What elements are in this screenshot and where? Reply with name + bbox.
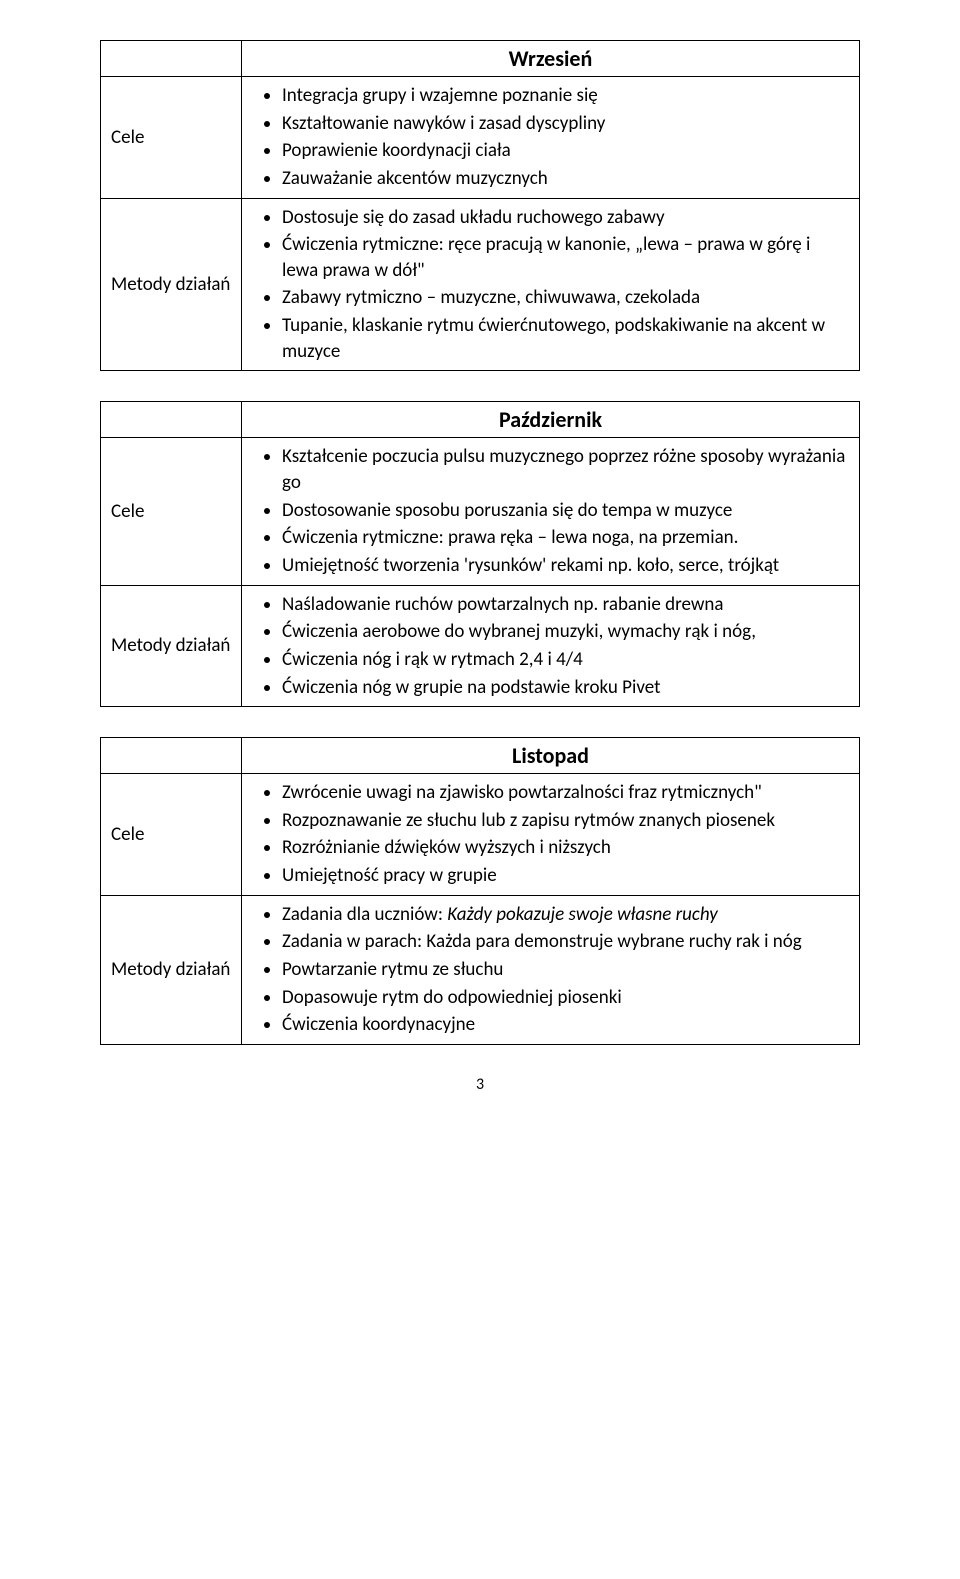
list-item: Kształcenie poczucia pulsu muzycznego po…: [282, 444, 849, 495]
list-item: Dostosowanie sposobu poruszania się do t…: [282, 498, 849, 524]
month-header: Październik: [242, 402, 860, 438]
row-label-cele: Cele: [101, 774, 242, 896]
cell-items: Naśladowanie ruchów powtarzalnych np. ra…: [242, 585, 860, 707]
list-item: Ćwiczenia koordynacyjne: [282, 1012, 849, 1038]
month-table-pazdziernik: Październik Cele Kształcenie poczucia pu…: [100, 401, 860, 707]
row-label-metody: Metody działań: [101, 585, 242, 707]
cell-items: Kształcenie poczucia pulsu muzycznego po…: [242, 438, 860, 585]
cell-items: Zadania dla uczniów: Każdy pokazuje swoj…: [242, 895, 860, 1044]
list-item: Zwrócenie uwagi na zjawisko powtarzalnoś…: [282, 780, 849, 806]
list-item: Ćwiczenia nóg i rąk w rytmach 2,4 i 4/4: [282, 647, 849, 673]
cell-items: Integracja grupy i wzajemne poznanie się…: [242, 77, 860, 199]
row-label-metody: Metody działań: [101, 895, 242, 1044]
month-table-listopad: Listopad Cele Zwrócenie uwagi na zjawisk…: [100, 737, 860, 1045]
month-header: Listopad: [242, 738, 860, 774]
list-item: Zabawy rytmiczno – muzyczne, chiwuwawa, …: [282, 285, 849, 311]
list-item: Ćwiczenia nóg w grupie na podstawie krok…: [282, 675, 849, 701]
list-item: Zauważanie akcentów muzycznych: [282, 166, 849, 192]
row-label-cele: Cele: [101, 438, 242, 585]
list-item: Tupanie, klaskanie rytmu ćwierćnutowego,…: [282, 313, 849, 364]
page-number: 3: [100, 1075, 860, 1094]
list-item: Naśladowanie ruchów powtarzalnych np. ra…: [282, 592, 849, 618]
list-item: Dopasowuje rytm do odpowiedniej piosenki: [282, 985, 849, 1011]
cell-items: Zwrócenie uwagi na zjawisko powtarzalnoś…: [242, 774, 860, 896]
list-item: Zadania dla uczniów: Każdy pokazuje swoj…: [282, 902, 849, 928]
list-item: Rozpoznawanie ze słuchu lub z zapisu ryt…: [282, 808, 849, 834]
list-item: Powtarzanie rytmu ze słuchu: [282, 957, 849, 983]
row-label-empty: [101, 41, 242, 77]
list-item: Poprawienie koordynacji ciała: [282, 138, 849, 164]
list-item: Ćwiczenia rytmiczne: ręce pracują w kano…: [282, 232, 849, 283]
list-item: Kształtowanie nawyków i zasad dyscypliny: [282, 111, 849, 137]
list-item: Umiejętność pracy w grupie: [282, 863, 849, 889]
month-table-wrzesien: Wrzesień Cele Integracja grupy i wzajemn…: [100, 40, 860, 371]
row-label-empty: [101, 402, 242, 438]
cell-items: Dostosuje się do zasad układu ruchowego …: [242, 198, 860, 371]
list-item: Zadania w parach: Każda para demonstruje…: [282, 929, 849, 955]
list-item: Rozróżnianie dźwięków wyższych i niższyc…: [282, 835, 849, 861]
month-header: Wrzesień: [242, 41, 860, 77]
list-item: Integracja grupy i wzajemne poznanie się: [282, 83, 849, 109]
list-item: Dostosuje się do zasad układu ruchowego …: [282, 205, 849, 231]
document-page: Wrzesień Cele Integracja grupy i wzajemn…: [0, 0, 960, 1124]
row-label-empty: [101, 738, 242, 774]
list-item: Ćwiczenia rytmiczne: prawa ręka – lewa n…: [282, 525, 849, 551]
row-label-cele: Cele: [101, 77, 242, 199]
list-item: Umiejętność tworzenia 'rysunków' rekami …: [282, 553, 849, 579]
row-label-metody: Metody działań: [101, 198, 242, 371]
list-item: Ćwiczenia aerobowe do wybranej muzyki, w…: [282, 619, 849, 645]
